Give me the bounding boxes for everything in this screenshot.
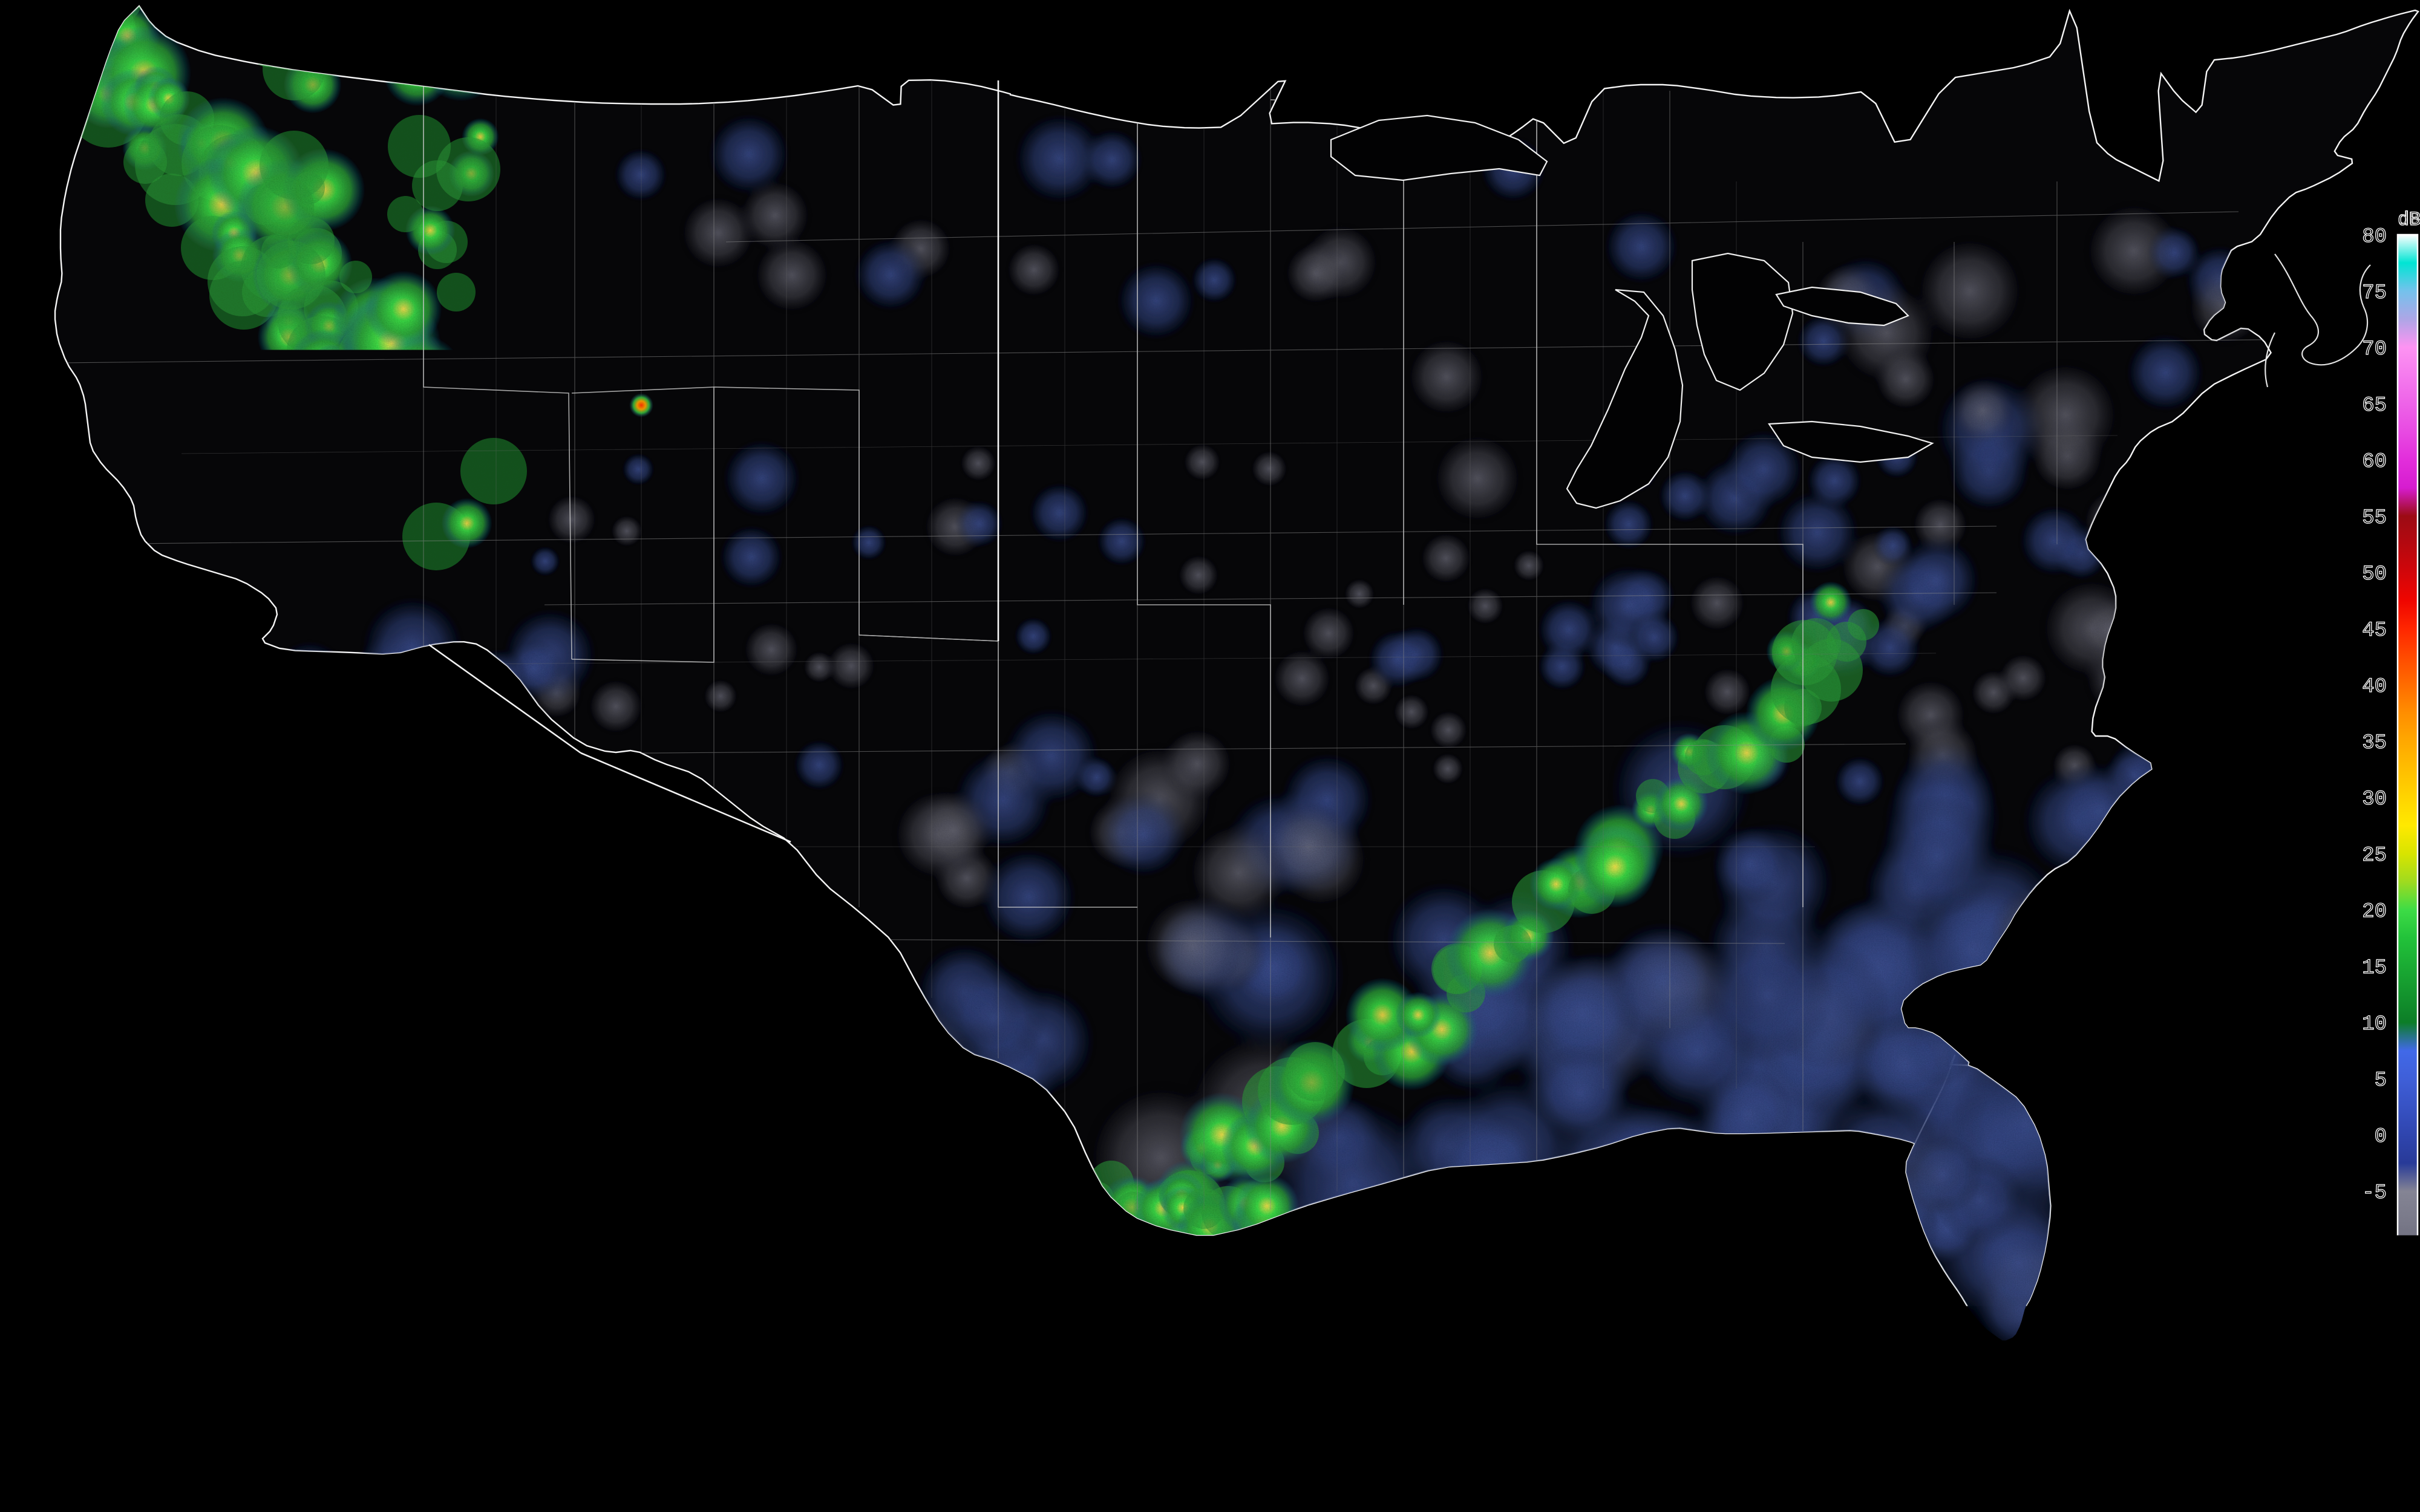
svg-text:45: 45 xyxy=(2362,619,2387,642)
svg-text:-15: -15 xyxy=(2350,1294,2387,1317)
svg-text:50: 50 xyxy=(2362,563,2387,586)
svg-text:70: 70 xyxy=(2362,338,2387,361)
svg-text:0: 0 xyxy=(2375,1126,2387,1149)
svg-text:80: 80 xyxy=(2362,226,2387,249)
svg-text:NIU METEOROLOGY NEXRAD 1KM MOS: NIU METEOROLOGY NEXRAD 1KM MOSAIC 11-01-… xyxy=(756,1481,1645,1509)
svg-text:40: 40 xyxy=(2362,676,2387,699)
svg-text:-10: -10 xyxy=(2350,1238,2387,1261)
svg-text:-30: -30 xyxy=(2350,1456,2387,1479)
svg-text:15: 15 xyxy=(2362,957,2387,980)
svg-text:20: 20 xyxy=(2362,901,2387,924)
svg-text:65: 65 xyxy=(2362,394,2387,417)
svg-text:25: 25 xyxy=(2362,844,2387,867)
svg-text:75: 75 xyxy=(2362,282,2387,305)
svg-text:55: 55 xyxy=(2362,507,2387,530)
svg-text:30: 30 xyxy=(2362,788,2387,811)
svg-text:60: 60 xyxy=(2362,451,2387,474)
svg-text:Northern Illinois University: Northern Illinois University xyxy=(62,1445,393,1476)
svg-text:Your Future. Our Focus.: Your Future. Our Focus. xyxy=(62,1476,249,1496)
svg-text:35: 35 xyxy=(2362,732,2387,755)
svg-text:-20: -20 xyxy=(2350,1351,2387,1374)
svg-text:5: 5 xyxy=(2375,1069,2387,1092)
svg-text:10: 10 xyxy=(2362,1013,2387,1036)
svg-text:dBZ: dBZ xyxy=(2398,209,2420,231)
svg-text:-5: -5 xyxy=(2362,1182,2387,1205)
svg-text:-25: -25 xyxy=(2350,1407,2387,1430)
